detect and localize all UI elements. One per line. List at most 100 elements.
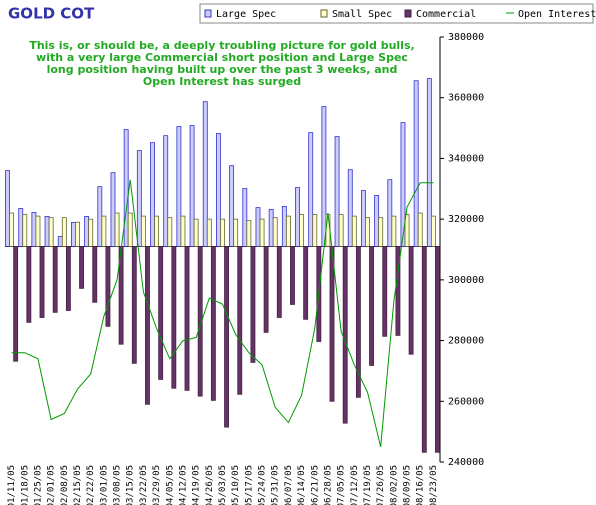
- x-tick-label: 02/01/05: [47, 465, 57, 505]
- bar: [18, 208, 24, 247]
- y2-tick-label: 280000: [448, 336, 484, 347]
- x-tick-label: 07/05/05: [337, 465, 347, 505]
- bar: [84, 216, 90, 247]
- x-tick-label: 05/31/05: [271, 465, 281, 505]
- bar: [197, 246, 203, 397]
- bar: [5, 170, 10, 247]
- bar: [92, 246, 98, 303]
- bar: [26, 246, 32, 323]
- x-tick-label: 04/12/05: [178, 465, 188, 505]
- bar: [193, 218, 199, 247]
- x-tick-label: 03/29/05: [152, 465, 162, 505]
- bar: [303, 246, 309, 320]
- bar: [329, 246, 335, 402]
- x-tick-label: 05/03/05: [218, 465, 228, 505]
- legend-label: Large Spec: [216, 9, 276, 20]
- bar: [189, 125, 195, 247]
- bar: [224, 246, 229, 428]
- bar: [206, 218, 212, 247]
- bar: [308, 132, 314, 247]
- x-tick-label: 04/19/05: [192, 465, 202, 505]
- bar: [312, 214, 318, 247]
- bar: [435, 246, 440, 453]
- bar: [131, 246, 137, 364]
- bar: [150, 142, 155, 247]
- bar: [299, 214, 305, 247]
- bar: [97, 186, 103, 247]
- x-tick-label: 07/26/05: [376, 465, 386, 505]
- bar: [110, 172, 116, 247]
- bar: [351, 215, 357, 247]
- legend-label: Open Interest: [518, 9, 596, 20]
- bar: [31, 212, 37, 247]
- bar: [374, 195, 380, 247]
- bar: [88, 218, 94, 247]
- x-tick-label: 05/17/05: [244, 465, 254, 505]
- bar: [114, 212, 120, 247]
- bar: [255, 207, 261, 247]
- bar: [378, 217, 384, 247]
- bar: [184, 246, 190, 391]
- bar: [52, 246, 58, 313]
- bar: [65, 246, 71, 311]
- bar: [272, 217, 278, 247]
- bar: [263, 246, 269, 333]
- x-tick-label: 08/02/05: [389, 465, 399, 505]
- y2-tick-label: 380000: [448, 32, 484, 43]
- bar: [216, 133, 221, 247]
- bar: [290, 246, 295, 305]
- legend-label: Commercial: [416, 9, 476, 20]
- bar: [281, 205, 287, 247]
- bar: [408, 246, 414, 355]
- bar: [325, 214, 331, 247]
- bar: [101, 215, 107, 247]
- annotation: with a very large Commercial short posit…: [36, 51, 408, 64]
- bar: [154, 215, 160, 247]
- x-tick-label: 04/05/05: [165, 465, 175, 505]
- bar: [57, 236, 63, 247]
- bar: [342, 246, 348, 424]
- bar: [417, 212, 423, 247]
- bar: [79, 246, 84, 289]
- bar: [229, 165, 235, 247]
- annotation: Open Interest has surged: [143, 75, 301, 88]
- annotation: long position having built up over the p…: [47, 63, 398, 76]
- bar: [369, 246, 374, 366]
- legend-swatch: [204, 9, 212, 18]
- bar: [176, 126, 182, 247]
- bar: [48, 217, 54, 247]
- bar: [202, 101, 208, 247]
- bar: [347, 169, 353, 247]
- bar: [259, 218, 265, 247]
- bar: [391, 215, 397, 247]
- bar: [210, 246, 216, 401]
- x-tick-label: 05/24/05: [258, 465, 268, 505]
- x-tick-label: 01/18/05: [20, 465, 30, 505]
- y2-tick-label: 260000: [448, 396, 484, 407]
- legend-swatch: [404, 9, 412, 18]
- x-tick-label: 03/08/05: [113, 465, 123, 505]
- bar: [145, 246, 150, 405]
- bar: [180, 215, 186, 247]
- x-tick-label: 08/09/05: [403, 465, 413, 505]
- bar: [400, 122, 406, 247]
- bar: [338, 214, 344, 247]
- bar: [105, 246, 111, 327]
- bar: [71, 222, 76, 247]
- bar: [44, 216, 50, 247]
- bar: [276, 246, 282, 318]
- y2-tick-label: 240000: [448, 457, 484, 468]
- bar: [246, 220, 252, 247]
- legend-swatch: [320, 9, 328, 18]
- y2-tick-label: 360000: [448, 93, 484, 104]
- bar: [171, 246, 177, 389]
- x-tick-label: 07/12/05: [350, 465, 360, 505]
- bar: [413, 80, 419, 247]
- bar: [268, 209, 274, 247]
- bar: [242, 188, 248, 247]
- x-tick-label: 02/15/05: [73, 465, 83, 505]
- bar: [355, 246, 361, 398]
- x-tick-label: 04/26/05: [205, 465, 215, 505]
- y2-tick-label: 340000: [448, 153, 484, 164]
